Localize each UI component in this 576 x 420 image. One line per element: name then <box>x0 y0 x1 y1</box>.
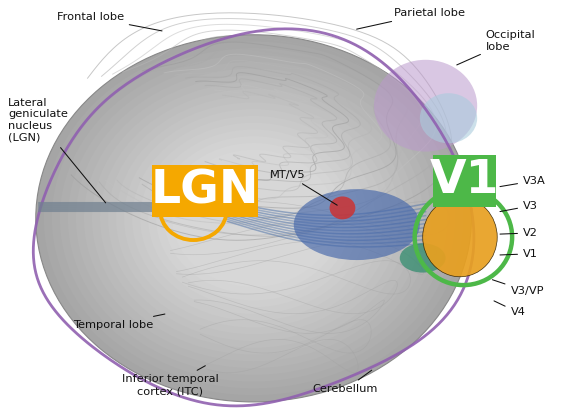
Ellipse shape <box>374 60 477 152</box>
Text: V3: V3 <box>500 201 538 212</box>
Text: V3/VP: V3/VP <box>492 280 544 297</box>
Text: LGN: LGN <box>151 169 259 214</box>
Ellipse shape <box>148 129 359 307</box>
Text: Parietal lobe: Parietal lobe <box>357 8 465 29</box>
Ellipse shape <box>329 197 355 219</box>
Text: Occipital
lobe: Occipital lobe <box>457 30 536 65</box>
Ellipse shape <box>116 102 391 334</box>
Ellipse shape <box>423 197 497 277</box>
Text: Inferior temporal
cortex (ITC): Inferior temporal cortex (ITC) <box>122 366 219 396</box>
Ellipse shape <box>68 62 439 375</box>
Text: Temporal lobe: Temporal lobe <box>73 314 165 330</box>
Text: V2: V2 <box>500 228 538 238</box>
Ellipse shape <box>400 243 446 273</box>
Ellipse shape <box>124 109 383 328</box>
FancyBboxPatch shape <box>433 155 496 207</box>
Text: V3A: V3A <box>500 176 546 186</box>
Text: V1: V1 <box>500 249 538 259</box>
Ellipse shape <box>100 89 407 348</box>
Ellipse shape <box>108 96 399 341</box>
Text: Cerebellum: Cerebellum <box>313 370 378 394</box>
Ellipse shape <box>180 157 327 280</box>
Ellipse shape <box>188 163 319 273</box>
Ellipse shape <box>172 150 335 287</box>
Ellipse shape <box>36 35 471 402</box>
Text: Frontal lobe: Frontal lobe <box>56 12 162 31</box>
Ellipse shape <box>92 82 415 354</box>
Ellipse shape <box>60 55 448 382</box>
Ellipse shape <box>156 136 351 300</box>
Ellipse shape <box>294 189 420 260</box>
Ellipse shape <box>179 196 202 214</box>
Ellipse shape <box>44 42 464 395</box>
Ellipse shape <box>164 143 343 294</box>
Ellipse shape <box>76 68 431 368</box>
Text: V4: V4 <box>494 301 525 317</box>
Text: Lateral
geniculate
nucleus
(LGN): Lateral geniculate nucleus (LGN) <box>8 98 105 203</box>
Ellipse shape <box>140 123 367 314</box>
Ellipse shape <box>84 75 423 361</box>
Ellipse shape <box>132 116 375 321</box>
FancyBboxPatch shape <box>152 165 258 217</box>
Text: MT/V5: MT/V5 <box>270 170 337 205</box>
Text: V1: V1 <box>430 158 499 203</box>
Ellipse shape <box>420 93 477 143</box>
Ellipse shape <box>52 48 456 389</box>
